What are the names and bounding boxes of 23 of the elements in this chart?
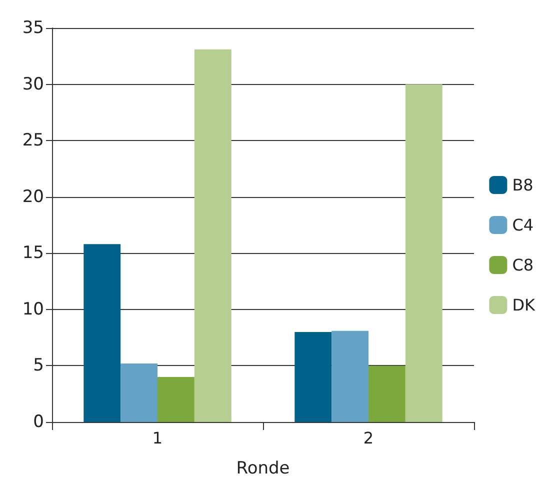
bar [158,376,194,422]
y-tick-label: 10 [22,299,44,320]
x-tick-label: 2 [363,428,374,448]
bar [194,49,232,422]
legend-label: B8 [512,176,534,194]
legend-label: C4 [512,216,534,234]
y-tick-label: 35 [22,18,44,38]
y-tick-label: 0 [33,412,44,432]
y-tick-label: 15 [22,243,44,264]
bar [405,84,442,422]
bar [84,244,121,422]
bar [120,363,158,422]
y-tick-label: 30 [22,74,44,94]
legend-label: C8 [512,256,534,274]
y-tick-label: 5 [33,356,44,376]
bar [332,330,368,422]
x-axis-title: Ronde [236,458,290,478]
y-tick-label: 20 [22,186,44,207]
bar [294,332,332,422]
legend-label: DK [512,296,536,314]
y-tick-label: 25 [22,130,44,151]
x-tick-label: 1 [152,428,163,448]
bar [368,366,406,422]
